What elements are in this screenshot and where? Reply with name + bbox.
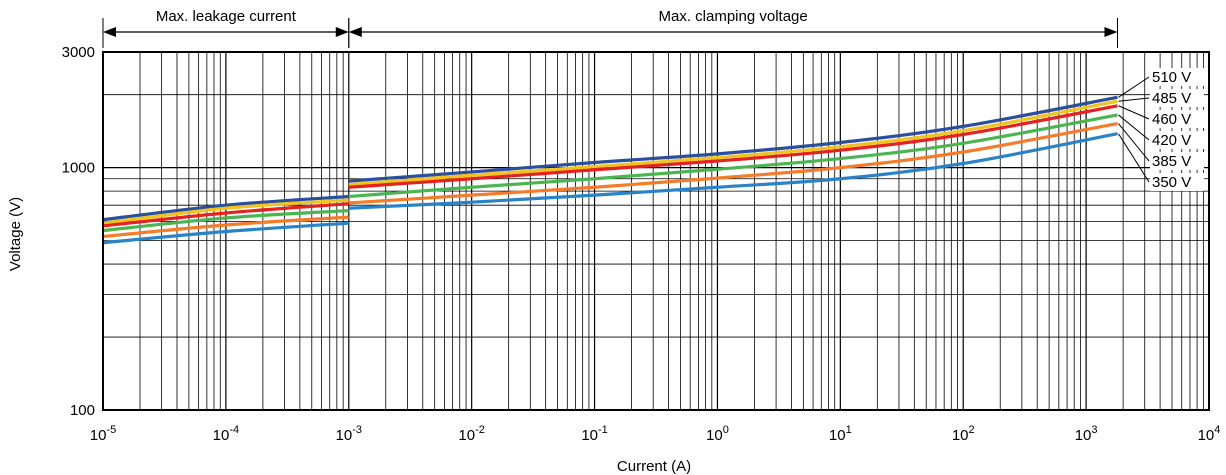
series-line-420v-clamping — [348, 113, 1118, 199]
series-label-bg — [1150, 131, 1204, 149]
series-label: 350 V — [1152, 174, 1191, 191]
x-tick-label: 104 — [1198, 424, 1221, 444]
series-label-bg — [1150, 110, 1204, 128]
series-label-bg — [1150, 68, 1204, 86]
x-tick-label: 100 — [706, 424, 729, 444]
region-arrowhead-right — [335, 27, 349, 37]
series-line-510v-leakage — [102, 194, 349, 222]
y-tick-label: 1000 — [62, 160, 95, 177]
series-line-460v-clamping — [348, 104, 1118, 189]
series-leader-line — [1118, 123, 1150, 162]
series-line-485v-leakage — [102, 198, 349, 225]
x-axis-title: Current (A) — [617, 458, 691, 475]
x-tick-label: 102 — [952, 424, 975, 444]
x-tick-label: 10-5 — [90, 424, 116, 444]
series-leader-line — [1118, 133, 1150, 183]
series-line-485v-clamping — [348, 99, 1118, 187]
series-line-510v-clamping — [348, 95, 1118, 183]
series-line-460v-leakage — [102, 202, 349, 228]
plot-frame — [102, 51, 1210, 411]
y-tick-label: 3000 — [62, 44, 95, 61]
series-label: 485 V — [1152, 90, 1191, 107]
y-axis-title: Voltage (V) — [7, 197, 24, 271]
series-label-bg — [1150, 152, 1204, 170]
tick-labels: 10-5 10-4 10-3 10-2 10-1 100 101 102 103 104 100 10… — [62, 44, 1221, 444]
x-tick-label: 101 — [829, 424, 852, 444]
plot-border — [102, 51, 1210, 411]
series-label: 460 V — [1152, 111, 1191, 128]
series-line-350v-clamping — [348, 132, 1118, 210]
series-lines — [102, 95, 1118, 245]
region-arrowhead-left — [348, 27, 362, 37]
x-tick-label: 10-2 — [458, 424, 484, 444]
region-annotations: Max. leakage current Max. clamping voltag… — [102, 8, 1118, 48]
series-labels: 510 V 485 V 460 V 420 V 385 V 350 V — [1118, 68, 1204, 191]
series-label: 385 V — [1152, 153, 1191, 170]
series-line-420v-leakage — [102, 208, 349, 233]
grid — [102, 52, 1209, 410]
series-line-385v-clamping — [348, 121, 1118, 205]
series-label-bg — [1150, 89, 1204, 107]
series-label: 510 V — [1152, 69, 1191, 86]
region-label: Max. clamping voltage — [659, 8, 808, 25]
series-leader-line — [1118, 76, 1150, 98]
x-tick-label: 10-1 — [581, 424, 607, 444]
series-leader-line — [1118, 114, 1150, 141]
series-line-385v-leakage — [102, 215, 349, 239]
region-arrowhead-left — [103, 27, 116, 37]
y-tick-label: 100 — [70, 402, 95, 419]
series-line-350v-leakage — [102, 221, 349, 245]
series-label-bg — [1150, 173, 1204, 191]
x-tick-label: 10-3 — [336, 424, 362, 444]
series-label: 420 V — [1152, 132, 1191, 149]
x-tick-label: 103 — [1075, 424, 1098, 444]
series-leader-line — [1118, 105, 1150, 120]
region-arrowhead-right — [1104, 27, 1118, 37]
region-label: Max. leakage current — [156, 8, 297, 25]
x-tick-label: 10-4 — [213, 424, 239, 444]
series-leader-line — [1118, 97, 1150, 102]
